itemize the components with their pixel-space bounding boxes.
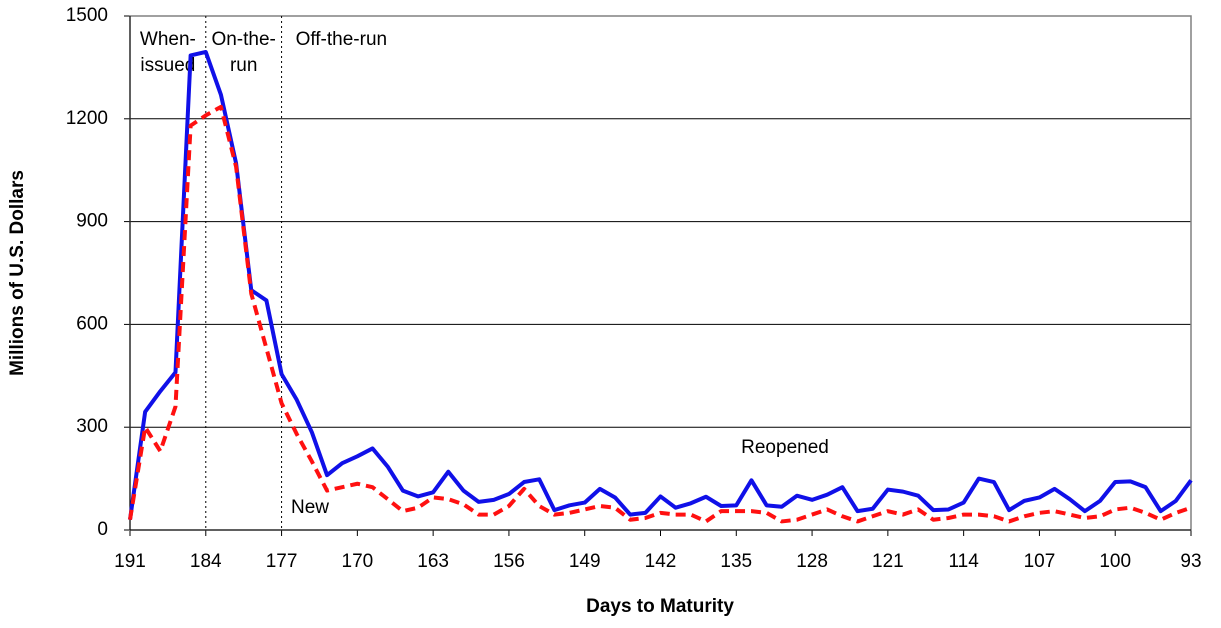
region-label: Off-the-run [296, 29, 388, 50]
x-tick-label: 107 [1024, 551, 1056, 572]
region-label: When- [140, 29, 196, 50]
x-tick-label: 142 [645, 551, 677, 572]
x-tick-label: 156 [493, 551, 525, 572]
x-tick-label: 177 [266, 551, 298, 572]
series-label: Reopened [741, 437, 829, 458]
x-tick-label: 170 [342, 551, 374, 572]
x-tick-label: 149 [569, 551, 601, 572]
region-label: On-the- [211, 29, 275, 50]
x-tick-label: 100 [1099, 551, 1131, 572]
y-tick-label: 600 [76, 313, 108, 334]
y-tick-label: 1200 [66, 108, 108, 129]
series-line [128, 49, 1193, 520]
y-tick-label: 300 [76, 416, 108, 437]
y-tick-label: 0 [97, 519, 108, 540]
x-tick-label: 128 [796, 551, 828, 572]
series-label: New [291, 497, 329, 518]
x-tick-label: 135 [720, 551, 752, 572]
plot-area [129, 15, 1192, 531]
x-tick-label: 114 [948, 551, 979, 572]
y-axis-title: Millions of U.S. Dollars [7, 170, 28, 376]
region-label: issued [140, 55, 195, 76]
x-tick-label: 184 [190, 551, 222, 572]
x-axis-title: Days to Maturity [586, 596, 734, 617]
x-tick-label: 121 [872, 551, 904, 572]
x-tick-label: 163 [417, 551, 449, 572]
region-label: run [230, 55, 257, 76]
x-tick-label: 191 [114, 551, 146, 572]
x-tick-label: 93 [1180, 551, 1201, 572]
series-line [128, 104, 1192, 524]
y-tick-label: 1500 [66, 5, 108, 26]
y-tick-label: 900 [76, 211, 108, 232]
